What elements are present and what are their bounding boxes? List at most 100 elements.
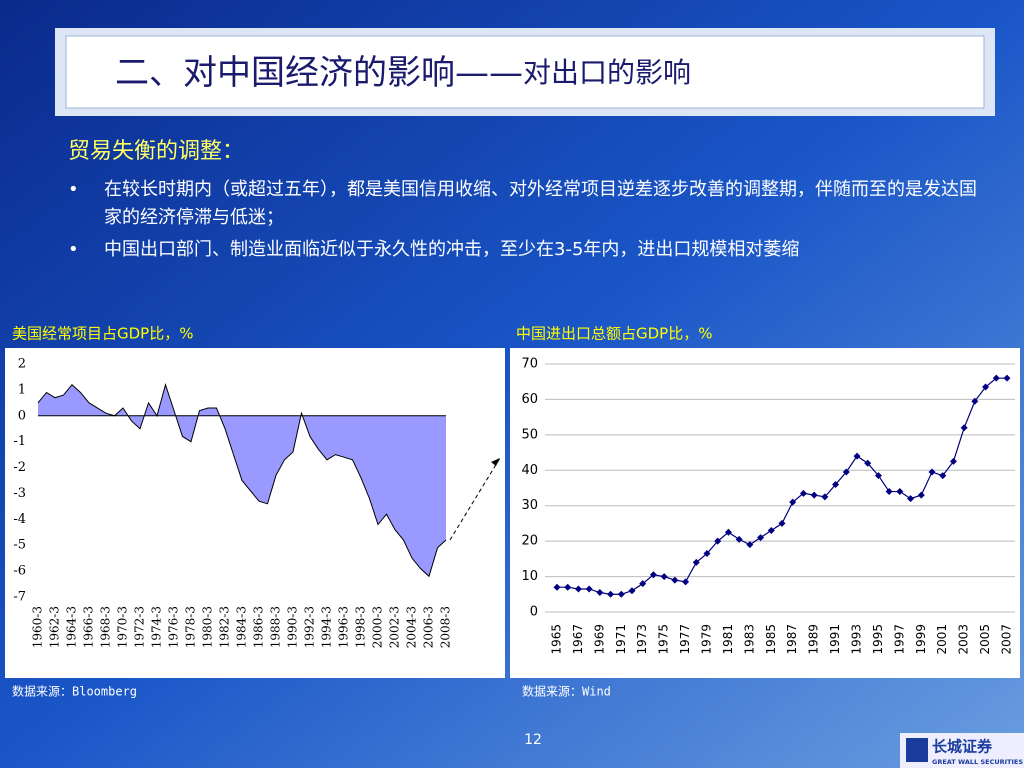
y-tick-label: -5 xyxy=(13,538,26,553)
y-tick-label: 70 xyxy=(521,357,538,372)
point xyxy=(692,558,700,566)
title-main: 二、对中国经济的影响—— xyxy=(115,53,523,93)
point xyxy=(617,590,625,598)
y-tick-label: 0 xyxy=(530,605,538,620)
y-tick-label: 40 xyxy=(521,463,538,478)
x-tick-label: 1975 xyxy=(657,624,671,655)
y-tick-label: -6 xyxy=(13,564,26,579)
point xyxy=(671,576,679,584)
x-tick-label: 1971 xyxy=(614,624,628,655)
point xyxy=(799,489,807,497)
point xyxy=(724,528,732,536)
title: 二、对中国经济的影响——对出口的影响 xyxy=(115,53,691,93)
y-tick-label: -4 xyxy=(13,512,26,527)
point xyxy=(917,491,925,499)
x-tick-label: 1994-3 xyxy=(320,606,334,648)
bullet-list: 在较长时期内（或超过五年），都是美国信用收缩、对外经常项目逆差逐步改善的调整期，… xyxy=(68,176,978,268)
y-tick-label: 20 xyxy=(521,534,538,549)
chart-panel xyxy=(510,348,1020,678)
point xyxy=(660,573,668,581)
point xyxy=(821,493,829,501)
x-tick-label: 1980-3 xyxy=(201,606,215,648)
x-tick-label: 1986-3 xyxy=(252,606,266,648)
x-tick-label: 1978-3 xyxy=(184,606,198,648)
source: 数据来源：Wind xyxy=(522,684,611,699)
logo-icon xyxy=(906,738,928,762)
page-number: 12 xyxy=(524,732,542,748)
heading: 贸易失衡的调整： xyxy=(68,139,244,164)
point xyxy=(596,589,604,597)
point xyxy=(853,452,861,460)
x-tick-label: 1993 xyxy=(850,624,864,655)
y-tick-label: -1 xyxy=(13,434,26,449)
point xyxy=(949,457,957,465)
x-tick-label: 1965 xyxy=(550,624,564,655)
point xyxy=(864,459,872,467)
y-tick-label: 0 xyxy=(18,408,26,423)
point xyxy=(874,472,882,480)
point xyxy=(767,527,775,535)
x-tick-label: 1997 xyxy=(892,624,906,655)
chart-title: 美国经常项目占GDP比，% xyxy=(12,325,193,343)
point xyxy=(649,571,657,579)
y-tick-label: 1 xyxy=(18,382,26,397)
point xyxy=(757,534,765,542)
point xyxy=(778,519,786,527)
y-tick-label: 50 xyxy=(521,427,538,442)
y-tick-label: 60 xyxy=(521,392,538,407)
point xyxy=(585,585,593,593)
x-tick-label: 1967 xyxy=(571,624,585,655)
y-tick-label: 30 xyxy=(521,498,538,513)
point xyxy=(735,535,743,543)
x-tick-label: 1985 xyxy=(764,624,778,655)
x-tick-label: 1981 xyxy=(721,624,735,655)
point xyxy=(682,578,690,586)
point xyxy=(574,585,582,593)
x-tick-label: 1991 xyxy=(828,624,842,655)
x-tick-label: 2001 xyxy=(935,624,949,655)
title-box xyxy=(65,35,985,109)
x-tick-label: 1983 xyxy=(742,624,756,655)
point xyxy=(639,580,647,588)
x-tick-label: 1988-3 xyxy=(269,606,283,648)
x-tick-label: 2004-3 xyxy=(405,606,419,648)
point xyxy=(607,590,615,598)
x-tick-label: 1979 xyxy=(700,624,714,655)
chart-title: 中国进出口总额占GDP比，% xyxy=(516,325,712,343)
x-tick-label: 2003 xyxy=(957,624,971,655)
y-tick-label: 10 xyxy=(521,569,538,584)
x-tick-label: 1960-3 xyxy=(31,606,45,648)
x-tick-label: 1996-3 xyxy=(337,606,351,648)
point xyxy=(928,468,936,476)
point xyxy=(714,537,722,545)
x-tick-label: 1998-3 xyxy=(354,606,368,648)
point xyxy=(992,374,1000,382)
point xyxy=(810,491,818,499)
point xyxy=(971,397,979,405)
x-tick-label: 1982-3 xyxy=(218,606,232,648)
x-tick-label: 1987 xyxy=(785,624,799,655)
y-tick-label: 2 xyxy=(18,357,26,372)
x-tick-label: 2007 xyxy=(1000,624,1014,655)
x-tick-label: 1984-3 xyxy=(235,606,249,648)
point xyxy=(907,495,915,503)
x-tick-label: 1992-3 xyxy=(303,606,317,648)
x-tick-label: 2006-3 xyxy=(422,606,436,648)
point xyxy=(553,583,561,591)
x-tick-label: 1972-3 xyxy=(133,606,147,648)
source: 数据来源：Bloomberg xyxy=(12,684,137,699)
x-tick-label: 1964-3 xyxy=(65,606,79,648)
x-tick-label: 1968-3 xyxy=(99,606,113,648)
x-tick-label: 2005 xyxy=(978,624,992,655)
point xyxy=(885,488,893,496)
arrow xyxy=(449,457,501,541)
arrow-head xyxy=(491,458,500,466)
x-tick-label: 1966-3 xyxy=(82,606,96,648)
bullet: 中国出口部门、制造业面临近似于永久性的冲击，至少在3-5年内，进出口规模相对萎缩 xyxy=(68,236,978,264)
point xyxy=(832,480,840,488)
y-tick-label: -7 xyxy=(13,590,26,605)
point xyxy=(564,583,572,591)
y-tick-label: -2 xyxy=(13,460,26,475)
